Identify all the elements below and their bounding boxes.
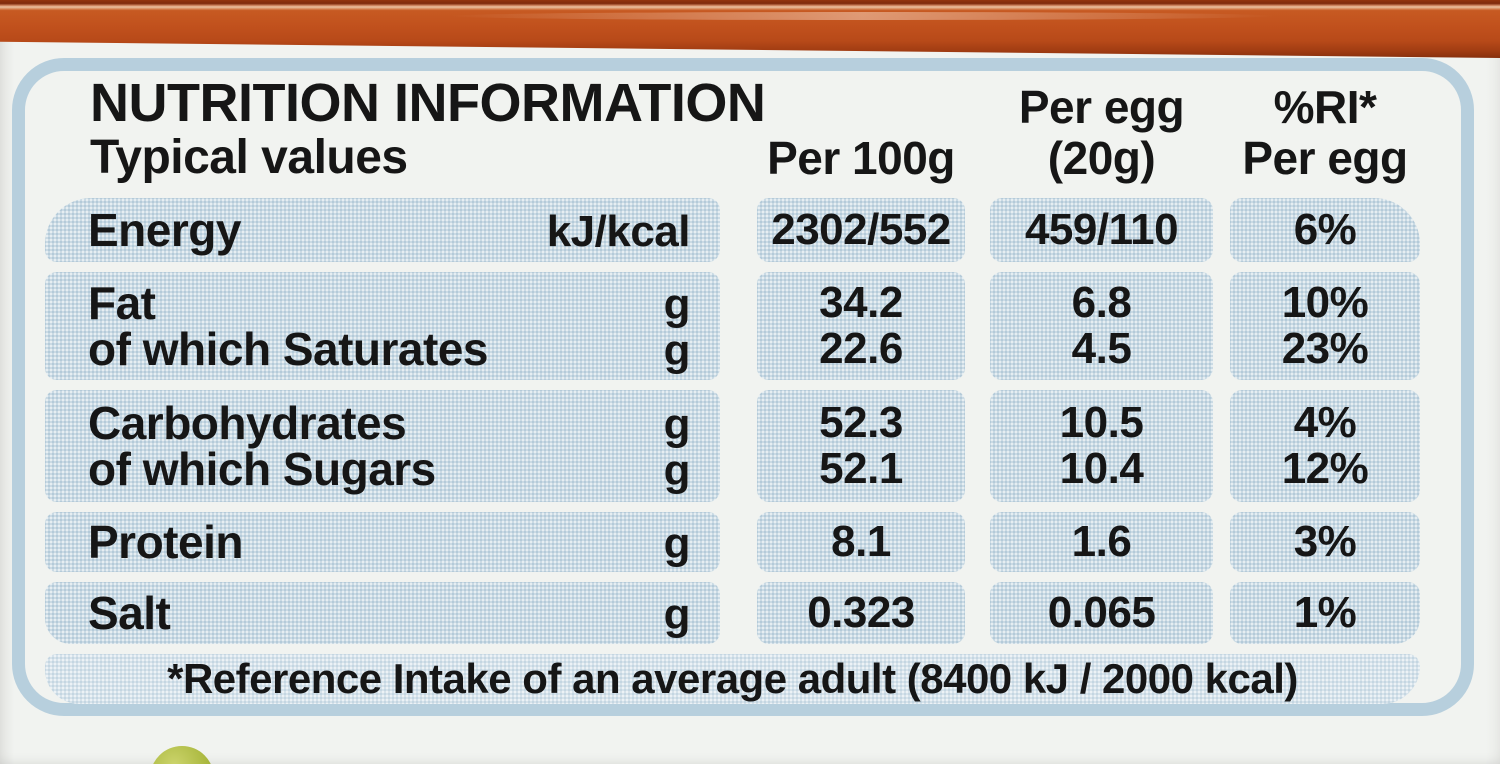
nutrient-name: Fat [88, 277, 156, 329]
value-ri: 4% 12% [1230, 390, 1420, 502]
nutrient-unit: g [663, 280, 691, 329]
nutrient-unit: g [663, 519, 691, 568]
table-row-fat: Fat g of which Saturates g 34.2 22.6 6.8… [45, 272, 1420, 380]
reference-intake-footnote: *Reference Intake of an average adult (8… [45, 654, 1420, 704]
table-outer-border [12, 58, 1474, 716]
value-per-100g: 8.1 [757, 512, 965, 572]
value-ri: 1% [1230, 582, 1420, 644]
table-row-protein: Protein g 8.1 1.6 3% [45, 512, 1420, 572]
value-ri: 3% [1230, 512, 1420, 572]
typical-values-label: Typical values [90, 131, 408, 184]
table-row-carbohydrates: Carbohydrates g of which Sugars g 52.3 5… [45, 390, 1420, 502]
value-per-egg: 459/110 [990, 198, 1213, 262]
row-label-cell: Carbohydrates g of which Sugars g [45, 390, 720, 502]
value-ri: 6% [1230, 198, 1420, 262]
value-per-100g: 0.323 [757, 582, 965, 644]
column-header-per-100g: Per 100g [767, 132, 955, 184]
value-per-egg: 10.5 10.4 [990, 390, 1213, 502]
row-label-cell: Protein g [45, 512, 720, 572]
nutrient-unit: g [663, 446, 691, 495]
value-per-100g: 34.2 22.6 [757, 272, 965, 380]
nutrient-name: Carbohydrates [88, 397, 407, 449]
table-header: NUTRITION INFORMATION Typical values Per… [45, 72, 1420, 184]
row-label-cell: Energy kJ/kcal [45, 198, 720, 262]
page-title: NUTRITION INFORMATION [90, 73, 766, 133]
column-header-per-egg: Per egg (20g) [1018, 81, 1185, 184]
nutrition-table: NUTRITION INFORMATION Typical values Per… [45, 72, 1420, 704]
nutrient-name: of which Sugars [88, 443, 436, 495]
table-row-salt: Salt g 0.323 0.065 1% [45, 582, 1420, 644]
row-label-cell: Salt g [45, 582, 720, 644]
nutrient-unit: g [663, 326, 691, 375]
nutrient-name: Energy [88, 204, 241, 256]
header-label-cell: NUTRITION INFORMATION Typical values [45, 73, 766, 184]
value-ri: 10% 23% [1230, 272, 1420, 380]
nutrient-unit: g [663, 400, 691, 449]
value-per-egg: 1.6 [990, 512, 1213, 572]
nutrient-name: of which Saturates [88, 323, 488, 375]
row-label-cell: Fat g of which Saturates g [45, 272, 720, 380]
column-header-ri: %RI* Per egg [1242, 81, 1408, 184]
nutrient-unit: kJ/kcal [546, 207, 691, 256]
value-per-egg: 0.065 [990, 582, 1213, 644]
value-per-100g: 2302/552 [757, 198, 965, 262]
package-top-edge [0, 0, 1500, 58]
green-dot-logo-icon [150, 746, 214, 764]
value-per-egg: 6.8 4.5 [990, 272, 1213, 380]
nutrient-name: Protein [88, 516, 243, 568]
table-row-energy: Energy kJ/kcal 2302/552 459/110 6% [45, 198, 1420, 262]
nutrient-unit: g [663, 590, 691, 639]
nutrient-name: Salt [88, 587, 171, 639]
value-per-100g: 52.3 52.1 [757, 390, 965, 502]
